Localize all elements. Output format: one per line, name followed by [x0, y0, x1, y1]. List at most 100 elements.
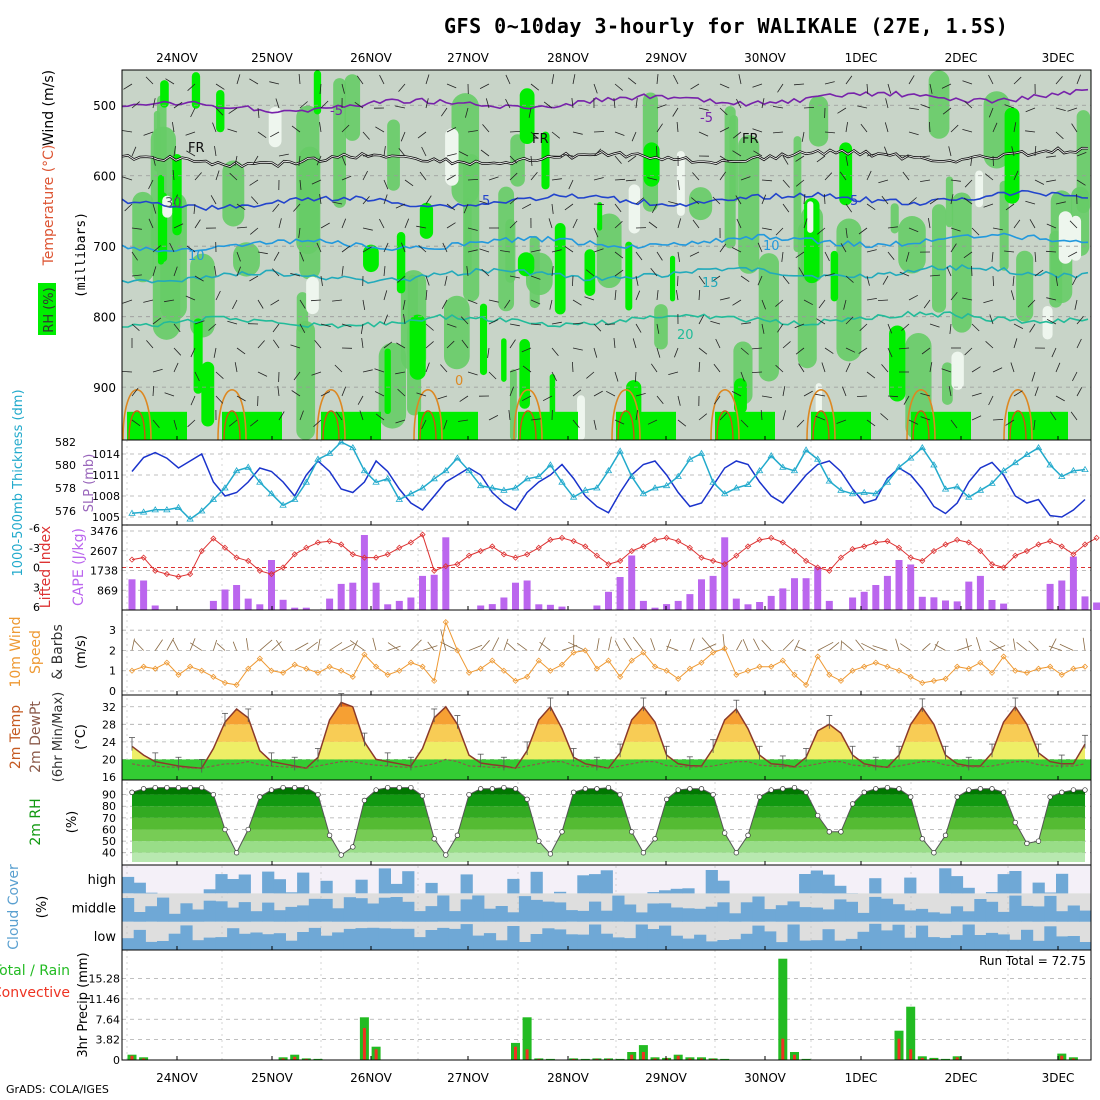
wind-barb: [257, 131, 267, 139]
wind-barb: [948, 146, 952, 157]
rh-high-area: [193, 318, 203, 394]
data-point: [431, 677, 438, 684]
wind-barb: [698, 413, 708, 421]
wind-barb: [989, 314, 994, 325]
footer-credit: GrADS: COLA/IGES: [6, 1083, 109, 1096]
cape-bar: [849, 597, 857, 610]
cloud-bar: [297, 932, 310, 950]
wind-barb: [383, 242, 389, 253]
wind-barb: [698, 275, 706, 285]
wind-barb: [505, 98, 511, 109]
wind-barb: [421, 146, 427, 157]
rh-mid-area: [951, 192, 972, 333]
wind-barb: [908, 294, 918, 301]
cape-bar: [1000, 603, 1008, 610]
cloud-bar: [332, 908, 345, 922]
wind-barb: [712, 196, 721, 205]
wind-barb: [273, 251, 280, 261]
convective-bar: [909, 1049, 913, 1060]
data-point: [443, 852, 449, 858]
rh-high-area: [501, 338, 507, 382]
data-point: [919, 557, 926, 564]
data-point: [453, 454, 462, 461]
data-point: [837, 554, 845, 561]
wind-barb: [504, 299, 511, 309]
wind-barb: [881, 364, 889, 373]
cape-bar: [407, 597, 415, 610]
cloud-bar: [904, 910, 917, 922]
data-point: [512, 786, 519, 792]
wind-barb: [971, 227, 980, 236]
convective-bar: [920, 1057, 924, 1060]
cloud-bar: [915, 925, 929, 950]
wind-barb: [761, 299, 766, 310]
wind-barb: [858, 227, 868, 235]
isotherm-line: [513, 389, 543, 441]
contour-label: 10: [188, 249, 205, 264]
wind-barb: [1029, 323, 1036, 333]
wind-barb: [440, 629, 447, 651]
data-point: [326, 832, 333, 838]
wind-barb: [234, 155, 238, 166]
wind-barb: [898, 347, 910, 350]
wind-barb: [782, 179, 790, 188]
cloud-bar: [600, 910, 613, 922]
precip-bar: [801, 1058, 811, 1060]
wind-barb: [950, 194, 954, 205]
data-point: [535, 544, 542, 551]
cape-bar: [825, 600, 833, 610]
cape-bar: [372, 582, 380, 610]
wind-barb: [1055, 201, 1066, 205]
data-point: [639, 489, 648, 497]
wind-barb: [352, 640, 358, 651]
wind-barb: [650, 267, 658, 277]
wind-barb: [635, 393, 646, 397]
y-axis-label: (6hr Min/Max): [51, 692, 66, 782]
cloud-bar: [670, 907, 683, 922]
data-point: [245, 826, 251, 833]
wind-barb: [884, 146, 889, 157]
wind-barb: [1013, 323, 1024, 329]
data-point: [431, 567, 438, 574]
wind-barb: [1025, 130, 1036, 133]
date-label-bottom: 24NOV: [156, 1071, 198, 1085]
data-point: [268, 667, 275, 674]
cape-bar: [326, 598, 334, 610]
cloud-bar: [180, 903, 193, 922]
rh-high-area: [889, 325, 906, 402]
legend-swatch: [38, 283, 56, 335]
wind-barb: [509, 368, 520, 373]
data-point: [338, 541, 345, 548]
wind-barb: [593, 148, 602, 157]
cloud-bar: [787, 924, 800, 950]
wind-barb: [467, 299, 478, 304]
wind-barb: [446, 174, 456, 181]
y-tick-label: 2: [109, 644, 116, 657]
data-point: [918, 443, 926, 451]
cloud-bar: [554, 902, 567, 922]
data-point: [454, 832, 461, 838]
data-point: [151, 506, 159, 513]
rh-mid-area: [596, 213, 622, 289]
data-point: [954, 536, 961, 543]
isotherm-line: [121, 264, 1089, 284]
wind-barb: [143, 131, 154, 136]
data-point: [1035, 541, 1042, 548]
precip-bar: [580, 1058, 590, 1060]
cloud-bar: [238, 902, 251, 922]
wind-barb: [121, 371, 133, 373]
convective-bar: [955, 1057, 959, 1060]
isotherm-line: [710, 389, 740, 441]
y-tick-label: 2607: [90, 545, 118, 558]
wind-barb: [941, 83, 952, 89]
wind-barb: [719, 155, 729, 162]
wind-barb: [1010, 362, 1015, 373]
wind-barb: [172, 169, 175, 181]
wind-barb: [1025, 107, 1036, 113]
rh-mid-area: [443, 295, 470, 370]
cloud-bar: [682, 938, 695, 950]
rh-dry-area: [676, 150, 685, 216]
data-point: [663, 534, 670, 541]
data-point: [919, 836, 925, 842]
wind-barb: [422, 645, 438, 651]
